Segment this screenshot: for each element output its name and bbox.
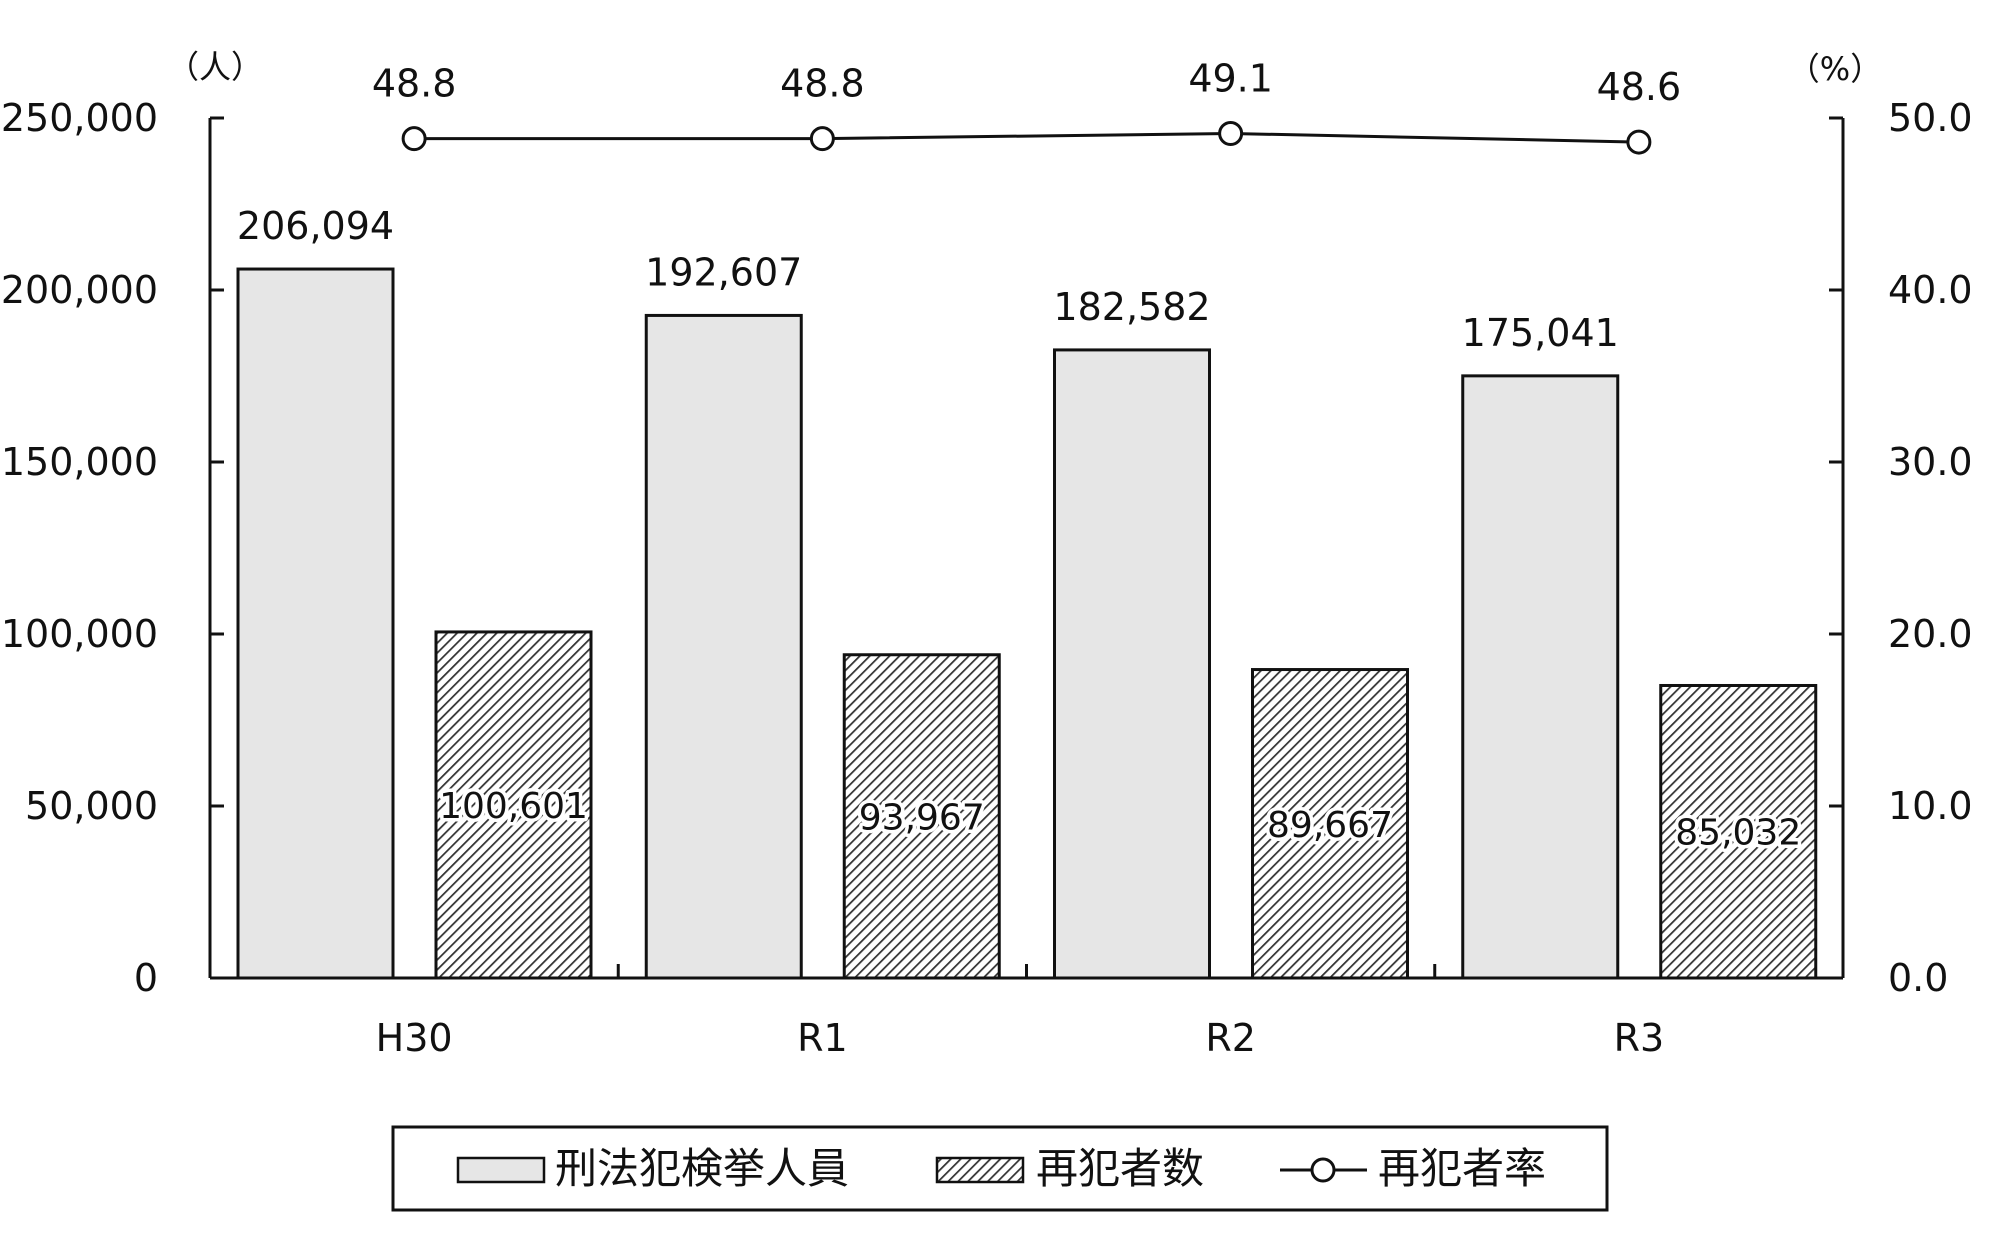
y-right-tick-label: 40.0 [1888, 268, 1973, 312]
y-left-tick-label: 100,000 [1, 612, 158, 656]
data-labels: 206,094 100,601 192,607 93,967 182,582 89,667… [237, 56, 1805, 857]
rate-value-label: 49.1 [1188, 56, 1273, 100]
y-right-tick-label: 0.0 [1888, 956, 1948, 1000]
y-left-unit: （人） [167, 48, 263, 86]
rate-line [401, 120, 1652, 155]
y-right-tick-label: 20.0 [1888, 612, 1973, 656]
bar-repeat-offenders [1659, 683, 1818, 980]
bar-repeat-offenders-value-label: 100,601 [439, 786, 588, 827]
bars [236, 267, 1818, 980]
rate-point-marker [401, 126, 427, 152]
bar-repeat-offenders [1251, 668, 1409, 980]
x-tick-label: R1 [797, 1016, 848, 1060]
legend-marker-icon [1310, 1157, 1336, 1183]
bar-arrests [1053, 348, 1211, 980]
x-tick-label: H30 [376, 1016, 453, 1060]
y-left-tick-label: 0 [134, 956, 158, 1000]
legend-swatch-solid [456, 1156, 546, 1184]
rate-value-label: 48.6 [1597, 65, 1682, 109]
y-left-tick-label: 150,000 [1, 440, 158, 484]
legend-label-repeat-rate: 再犯者率 [1378, 1144, 1546, 1193]
bar-arrests [644, 313, 803, 980]
legend-label-repeat-offenders: 再犯者数 [1036, 1144, 1204, 1193]
rate-value-label: 48.8 [372, 62, 457, 106]
x-tick-label: R3 [1614, 1016, 1665, 1060]
bar-repeat-offenders-value-label: 89,667 [1267, 805, 1393, 846]
legend-swatch-hatch [935, 1156, 1025, 1184]
y-right-ticks: 0.0 10.0 20.0 30.0 40.0 50.0 [1829, 96, 1973, 1000]
bar-repeat-offenders [842, 653, 1001, 980]
rate-point-marker [1218, 120, 1244, 146]
y-right-tick-label: 50.0 [1888, 96, 1973, 140]
y-right-unit: （%） [1788, 50, 1882, 88]
rate-value-label: 48.8 [780, 62, 865, 106]
bar-arrests [236, 267, 395, 980]
rate-line-path [414, 131, 1639, 144]
y-left-ticks: 0 50,000 100,000 150,000 200,000 250,000 [1, 96, 224, 1000]
x-ticks: H30 R1 R2 R3 [376, 964, 1665, 1060]
rate-point-marker [1626, 129, 1652, 155]
bar-repeat-offenders [434, 630, 593, 980]
y-right-tick-label: 10.0 [1888, 784, 1973, 828]
legend-label-arrests: 刑法犯検挙人員 [555, 1144, 849, 1193]
bar-repeat-offenders-value-label: 93,967 [859, 797, 985, 838]
y-left-tick-label: 250,000 [1, 96, 158, 140]
bar-arrests-value-label: 175,041 [1462, 311, 1619, 355]
bar-arrests-value-label: 182,582 [1053, 285, 1210, 329]
rate-point-marker [809, 126, 835, 152]
bar-arrests-value-label: 192,607 [645, 250, 802, 294]
legend: 刑法犯検挙人員 再犯者数 再犯者率 [391, 1125, 1609, 1212]
y-left-tick-label: 200,000 [1, 268, 158, 312]
bar-arrests [1461, 374, 1620, 980]
bar-arrests-value-label: 206,094 [237, 204, 394, 248]
y-right-tick-label: 30.0 [1888, 440, 1973, 484]
y-left-tick-label: 50,000 [25, 784, 158, 828]
bar-repeat-offenders-value-label: 85,032 [1675, 813, 1801, 854]
x-tick-label: R2 [1205, 1016, 1256, 1060]
